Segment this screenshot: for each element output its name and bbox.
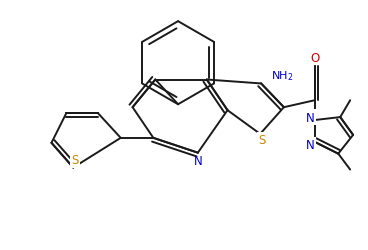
Text: O: O [310, 52, 319, 65]
Text: N: N [306, 111, 315, 124]
Text: N: N [306, 139, 315, 152]
Text: S: S [258, 134, 266, 147]
Text: N: N [194, 154, 202, 168]
Text: S: S [71, 154, 79, 166]
Text: NH$_2$: NH$_2$ [271, 69, 294, 83]
